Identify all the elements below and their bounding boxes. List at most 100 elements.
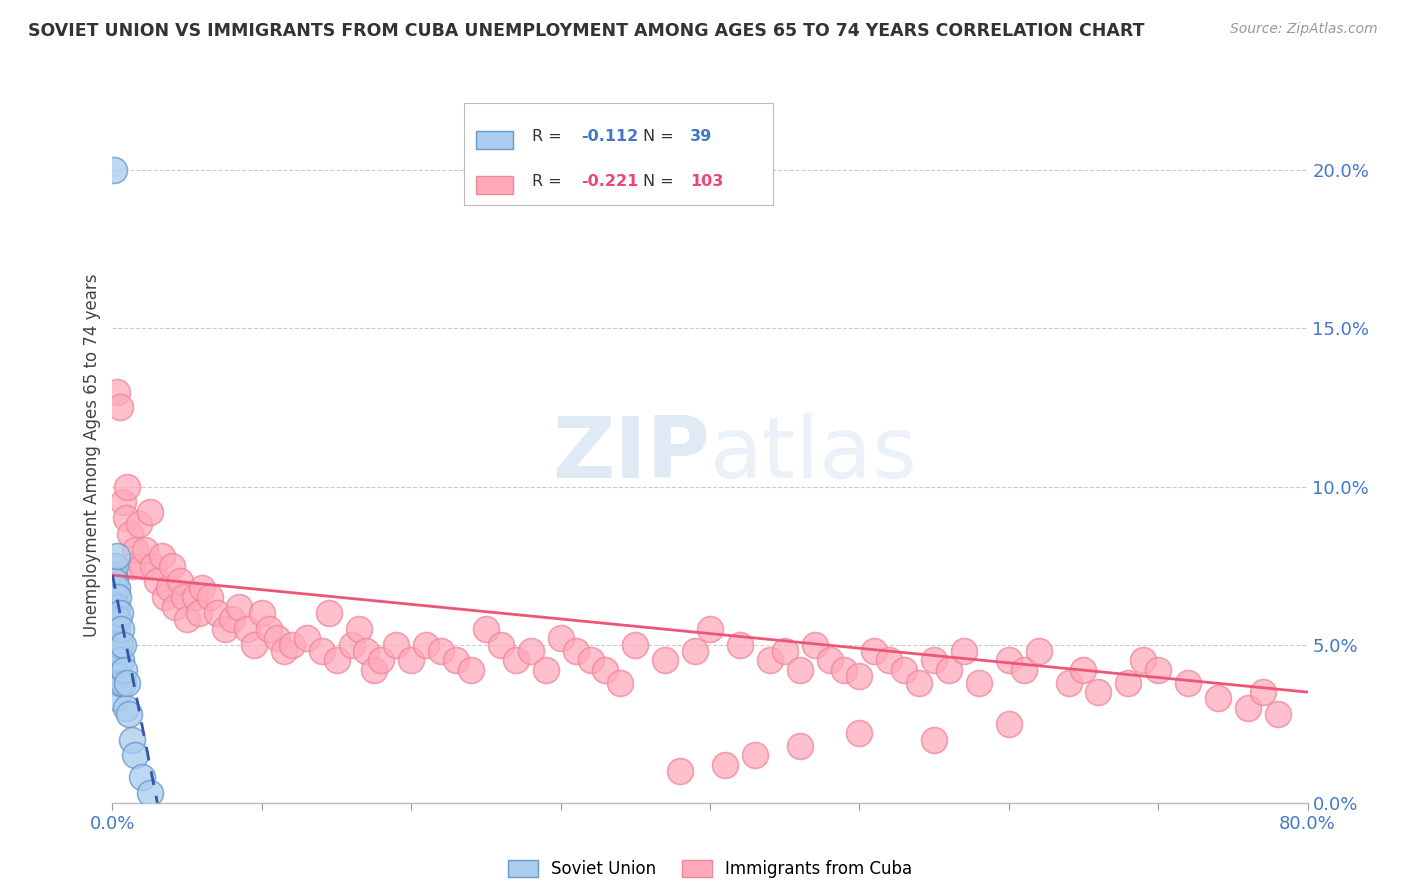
Point	[266, 632, 288, 646]
Point	[953, 644, 976, 658]
Point	[595, 663, 617, 677]
Point	[117, 479, 139, 493]
Point	[142, 558, 165, 573]
Point	[1057, 675, 1080, 690]
Text: -0.221: -0.221	[582, 174, 638, 189]
Point	[104, 638, 127, 652]
Point	[728, 638, 751, 652]
Point	[107, 591, 129, 605]
Bar	[477, 176, 513, 194]
Point	[848, 669, 870, 683]
Point	[104, 612, 127, 626]
Point	[1073, 663, 1095, 677]
Point	[475, 622, 498, 636]
Point	[1267, 707, 1289, 722]
Point	[699, 622, 721, 636]
Point	[773, 644, 796, 658]
Text: R =: R =	[531, 129, 567, 144]
Point	[105, 622, 128, 636]
Point	[922, 732, 945, 747]
Text: SOVIET UNION VS IMMIGRANTS FROM CUBA UNEMPLOYMENT AMONG AGES 65 TO 74 YEARS CORR: SOVIET UNION VS IMMIGRANTS FROM CUBA UNE…	[28, 22, 1144, 40]
Point	[115, 701, 138, 715]
Text: 103: 103	[690, 174, 723, 189]
Point	[236, 622, 259, 636]
Point	[131, 558, 153, 573]
Point	[1251, 685, 1274, 699]
Point	[115, 511, 138, 525]
Text: ZIP: ZIP	[553, 413, 710, 497]
Point	[103, 163, 125, 178]
Point	[998, 653, 1021, 667]
Point	[104, 599, 127, 614]
Point	[938, 663, 960, 677]
Point	[1147, 663, 1170, 677]
Point	[848, 726, 870, 740]
Point	[173, 591, 195, 605]
Point	[107, 644, 129, 658]
Point	[105, 644, 128, 658]
Point	[347, 622, 370, 636]
Point	[134, 542, 156, 557]
Point	[188, 606, 211, 620]
Point	[281, 638, 304, 652]
Point	[1028, 644, 1050, 658]
Point	[325, 653, 347, 667]
Point	[105, 669, 128, 683]
Point	[356, 644, 378, 658]
Point	[169, 574, 191, 589]
Point	[111, 675, 134, 690]
Point	[1118, 675, 1140, 690]
Point	[103, 597, 125, 611]
Point	[430, 644, 453, 658]
Point	[176, 612, 198, 626]
Point	[370, 653, 392, 667]
Point	[103, 568, 125, 582]
Point	[967, 675, 990, 690]
Point	[863, 644, 886, 658]
Point	[165, 599, 187, 614]
Point	[609, 675, 631, 690]
Point	[103, 591, 125, 605]
Point	[105, 599, 128, 614]
Point	[759, 653, 782, 667]
Point	[139, 786, 162, 800]
Point	[908, 675, 931, 690]
Point	[683, 644, 706, 658]
Point	[121, 732, 143, 747]
Point	[153, 591, 176, 605]
Point	[789, 663, 811, 677]
Point	[105, 691, 128, 706]
Point	[415, 638, 437, 652]
Point	[214, 622, 236, 636]
Point	[111, 495, 134, 509]
Point	[105, 384, 128, 399]
Point	[107, 669, 129, 683]
Point	[534, 663, 557, 677]
Point	[624, 638, 647, 652]
Point	[110, 653, 132, 667]
Legend: Soviet Union, Immigrants from Cuba: Soviet Union, Immigrants from Cuba	[502, 854, 918, 885]
Point	[150, 549, 173, 563]
Point	[460, 663, 482, 677]
Point	[789, 739, 811, 753]
Point	[107, 612, 129, 626]
Point	[111, 638, 134, 652]
Point	[259, 622, 281, 636]
Point	[205, 606, 228, 620]
Point	[157, 581, 180, 595]
Point	[1087, 685, 1109, 699]
Point	[114, 663, 135, 677]
Point	[998, 716, 1021, 731]
Point	[273, 644, 295, 658]
Point	[243, 638, 266, 652]
Point	[104, 653, 127, 667]
Point	[579, 653, 602, 667]
Point	[877, 653, 901, 667]
Point	[1237, 701, 1260, 715]
Point	[128, 517, 150, 532]
Point	[221, 612, 243, 626]
Point	[803, 638, 825, 652]
Point	[162, 558, 183, 573]
Point	[103, 581, 125, 595]
Point	[505, 653, 527, 667]
